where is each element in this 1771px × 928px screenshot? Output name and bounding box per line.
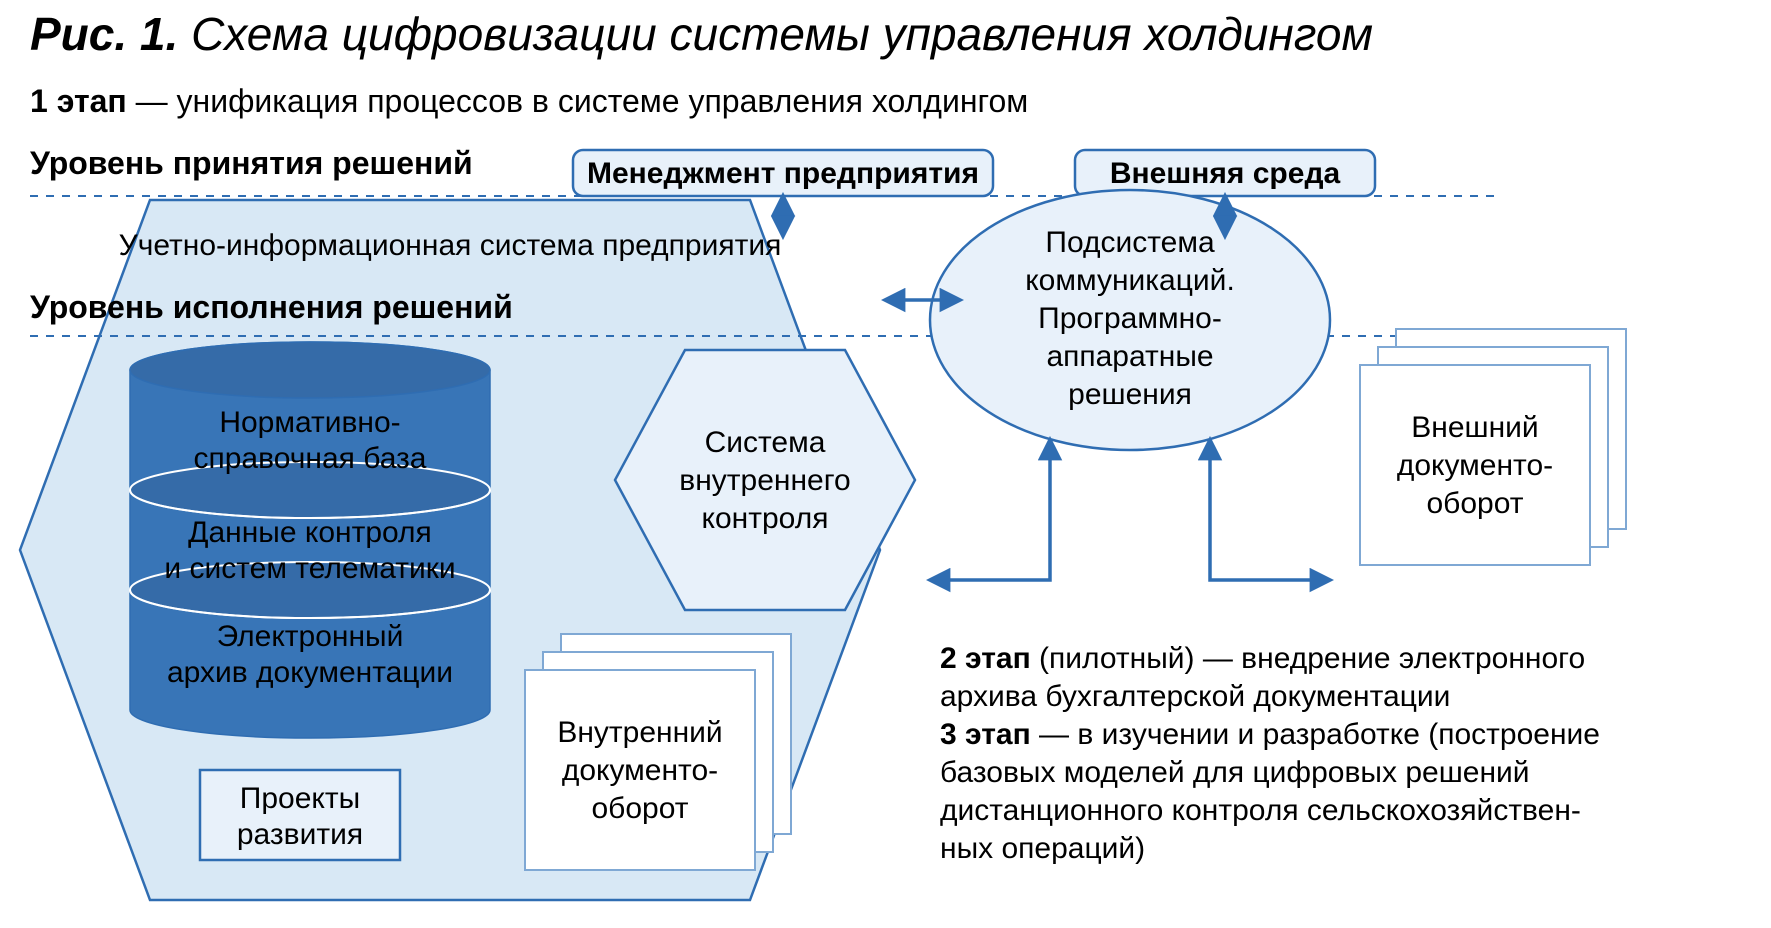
level-decision-label: Уровень принятия решений (30, 145, 473, 181)
stage-text: 3 этап — в изучении и разработке (постро… (940, 718, 1600, 751)
subsystem-label-4: аппаратные (1046, 340, 1213, 373)
internal-docs-label-2: документо- (562, 754, 718, 787)
stage-text-line: архива бухгалтерской документации (940, 680, 1450, 713)
cylinder-top (130, 342, 490, 398)
stage-text-line: дистанционного контроля сельскохозяйстве… (940, 794, 1581, 827)
control-label-2: внутреннего (679, 464, 850, 497)
cyl-label-1a: Нормативно- (219, 406, 400, 439)
cyl-label-1b: справочная база (194, 442, 427, 475)
subsystem-label-1: Подсистема (1045, 226, 1215, 259)
cyl-label-2a: Данные контроля (188, 516, 432, 549)
stage-1-text: 1 этап — унификация процессов в системе … (30, 83, 1028, 119)
external-docs-label-3: оборот (1426, 487, 1523, 520)
stage-text-line: базовых моделей для цифровых решений (940, 756, 1530, 789)
cyl-label-2b: и систем телематики (164, 552, 455, 585)
projects-label-1: Проекты (240, 782, 360, 815)
subsystem-label-3: Программно- (1038, 302, 1222, 335)
control-label-3: контроля (702, 502, 829, 535)
stage-text: 2 этап (пилотный) — внедрение электронно… (940, 642, 1585, 675)
subsystem-label-5: решения (1068, 378, 1192, 411)
environment-box-label: Внешняя среда (1110, 157, 1341, 190)
management-box-label: Менеджмент предприятия (587, 157, 979, 190)
external-docs-label-2: документо- (1397, 449, 1553, 482)
cyl-label-3b: архив документации (167, 656, 453, 689)
cyl-label-3a: Электронный (217, 620, 404, 653)
level-execution-label: Уровень исполнения решений (30, 289, 513, 325)
control-label-1: Система (705, 426, 826, 459)
internal-docs-label-1: Внутренний (557, 716, 722, 749)
internal-docs-label-3: оборот (591, 792, 688, 825)
external-docs-label-1: Внешний (1411, 411, 1538, 444)
projects-label-2: развития (237, 818, 363, 851)
info-system-label: Учетно-информационная система предприяти… (119, 229, 782, 262)
subsystem-label-2: коммуникаций. (1025, 264, 1235, 297)
figure-title: Рис. 1. Схема цифровизации системы управ… (30, 8, 1373, 60)
stage-text-line: ных операций) (940, 832, 1145, 865)
